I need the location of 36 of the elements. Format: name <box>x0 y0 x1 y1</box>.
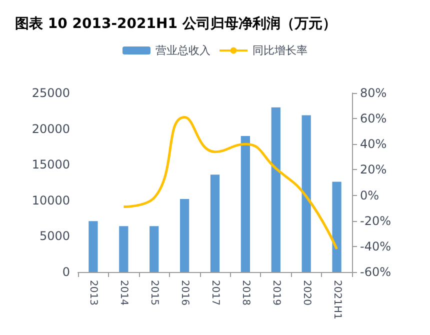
y2-tick-label: -40% <box>360 239 392 254</box>
y-tick-label: 0 <box>62 265 70 279</box>
x-tick-label: 2020 <box>300 280 312 306</box>
y-tick-label: 15000 <box>32 158 70 172</box>
bar <box>302 115 311 272</box>
x-tick-label: 2013 <box>88 280 99 306</box>
legend-label: 同比增长率 <box>252 44 308 57</box>
line-series <box>122 116 338 250</box>
y-tick-label: 5000 <box>39 229 70 244</box>
x-tick-label: 2016 <box>179 280 190 306</box>
bar <box>332 182 342 272</box>
y-tick-label: 25000 <box>32 86 70 100</box>
y-tick-label: 20000 <box>32 122 70 136</box>
x-tick-label: 2019 <box>270 280 282 306</box>
bar <box>210 174 220 272</box>
x-tick-label: 2015 <box>148 280 160 306</box>
y2-tick-label: -60% <box>360 265 392 279</box>
y2-tick-label: 40% <box>360 137 387 152</box>
bar <box>180 198 190 272</box>
y2-tick-label: -20% <box>360 214 392 228</box>
legend-label: 营业总收入 <box>156 44 210 57</box>
bar <box>119 226 128 272</box>
x-tick-label: 2014 <box>118 280 130 306</box>
y2-tick-label: 0% <box>360 188 380 202</box>
y2-tick-label: 80% <box>360 86 387 100</box>
x-tick-label: 2021H1 <box>331 280 342 320</box>
bar <box>271 107 280 272</box>
bar <box>88 221 98 272</box>
bar <box>150 226 159 272</box>
chart-title: 图表 10 2013-2021H1 公司归母净利润（万元） <box>15 15 336 32</box>
x-tick-label: 2018 <box>240 280 251 306</box>
bar <box>240 136 250 272</box>
y2-tick-label: 60% <box>360 112 387 126</box>
y-tick-label: 10000 <box>32 193 70 208</box>
y2-tick-label: 20% <box>360 162 387 177</box>
x-tick-label: 2017 <box>210 280 220 306</box>
